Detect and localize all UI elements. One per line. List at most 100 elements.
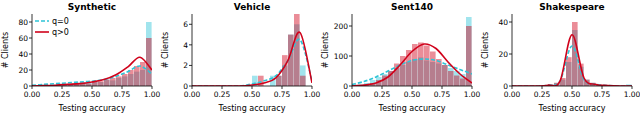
- x-tick: [442, 86, 443, 89]
- legend-label: q>0: [52, 28, 69, 37]
- plot-area: [32, 22, 152, 86]
- x-tick-label: 0.25: [534, 90, 551, 99]
- title: Synthetic: [68, 2, 116, 12]
- plot-area: [352, 17, 472, 86]
- x-axis: [352, 86, 472, 87]
- y-tick: [29, 86, 32, 87]
- x-tick: [312, 86, 313, 89]
- y-tick: [189, 86, 192, 87]
- x-tick: [412, 86, 413, 89]
- x-tick: [512, 86, 513, 89]
- hist-bar: [418, 43, 424, 87]
- hist-bar: [466, 26, 472, 86]
- hist-bar: [442, 65, 448, 86]
- hist-bar: [294, 14, 300, 86]
- x-tick-label: 0.25: [54, 90, 71, 99]
- x-label: Testing accuracy: [58, 104, 126, 113]
- x-tick-label: 0.25: [214, 90, 231, 99]
- density-curve: [352, 44, 472, 86]
- hist-bar: [424, 46, 430, 87]
- x-axis: [32, 86, 152, 87]
- x-tick: [92, 86, 93, 89]
- panel: Synthetic0204060800.000.250.500.751.00Te…: [1, 2, 161, 113]
- panel: Vehicle02460.000.250.500.751.00Testing a…: [161, 2, 321, 113]
- x-tick-label: 1.00: [304, 90, 321, 99]
- y-tick-label: 4: [183, 41, 188, 50]
- x-tick-label: 0.75: [594, 90, 611, 99]
- x-tick: [62, 86, 63, 89]
- x-tick: [632, 86, 633, 89]
- x-tick-label: 0.50: [404, 90, 421, 99]
- y-tick-label: 2: [183, 61, 188, 70]
- density-curve: [32, 57, 152, 86]
- density-curve: [352, 59, 472, 85]
- y-tick-label: 40: [18, 50, 28, 59]
- panel: Sent14001002000.000.250.500.751.00Testin…: [321, 2, 481, 113]
- y-tick: [29, 38, 32, 39]
- y-axis: [192, 14, 193, 86]
- x-tick: [222, 86, 223, 89]
- hist-bar: [566, 57, 572, 86]
- x-label: Testing accuracy: [378, 104, 446, 113]
- x-tick: [602, 86, 603, 89]
- y-tick: [509, 86, 512, 87]
- y-tick: [29, 54, 32, 55]
- hist-bar: [448, 68, 454, 86]
- y-tick: [189, 65, 192, 66]
- y-tick-label: 6: [183, 20, 188, 29]
- y-label: # Clients: [321, 32, 330, 69]
- hist-bar: [110, 78, 116, 86]
- hist-bar: [300, 65, 306, 86]
- hist-bar: [122, 74, 128, 86]
- y-label: # Clients: [481, 32, 490, 69]
- x-tick-label: 0.75: [274, 90, 291, 99]
- y-tick: [349, 86, 352, 87]
- x-tick: [382, 86, 383, 89]
- y-tick-label: 200: [334, 22, 349, 31]
- x-tick-label: 0.25: [374, 90, 391, 99]
- plot-area: [192, 14, 312, 86]
- x-tick-label: 0.00: [184, 90, 201, 99]
- y-tick: [29, 22, 32, 23]
- y-tick: [349, 56, 352, 57]
- y-tick-label: 40: [498, 18, 508, 27]
- density-curve: [512, 35, 632, 86]
- x-tick-label: 0.75: [114, 90, 131, 99]
- y-tick: [189, 44, 192, 45]
- hist-bar: [128, 70, 134, 86]
- density-curve: [192, 32, 312, 86]
- y-label: # Clients: [1, 32, 10, 69]
- y-tick: [29, 70, 32, 71]
- x-tick-label: 1.00: [624, 90, 640, 99]
- y-tick: [509, 22, 512, 23]
- hist-bar: [430, 52, 436, 87]
- title: Shakespeare: [539, 2, 604, 12]
- y-axis: [512, 14, 513, 86]
- hist-bar: [134, 66, 140, 86]
- plot-area: [512, 22, 632, 86]
- legend-label: q=0: [52, 17, 69, 26]
- y-tick-label: 20: [18, 66, 28, 75]
- density-curve: [192, 39, 312, 86]
- y-axis: [352, 14, 353, 86]
- hist-bar: [146, 22, 152, 86]
- y-label: # Clients: [161, 32, 170, 69]
- title: Sent140: [391, 2, 433, 12]
- hist-bar: [300, 76, 306, 86]
- x-tick-label: 0.00: [504, 90, 521, 99]
- hist-bar: [448, 71, 454, 86]
- y-tick-label: 100: [334, 52, 349, 61]
- x-tick-label: 1.00: [464, 90, 481, 99]
- y-tick-label: 20: [498, 50, 508, 59]
- y-tick-label: 60: [18, 34, 28, 43]
- legend-swatch: [35, 20, 49, 22]
- x-tick: [352, 86, 353, 89]
- y-tick: [509, 54, 512, 55]
- density-curve: [512, 46, 632, 86]
- y-axis: [32, 14, 33, 86]
- hist-bar: [116, 76, 122, 86]
- y-tick-label: 80: [18, 18, 28, 27]
- x-tick-label: 0.75: [434, 90, 451, 99]
- panel: Shakespeare020400.000.250.500.751.00Test…: [481, 2, 640, 113]
- legend: q=0q>0: [35, 17, 69, 37]
